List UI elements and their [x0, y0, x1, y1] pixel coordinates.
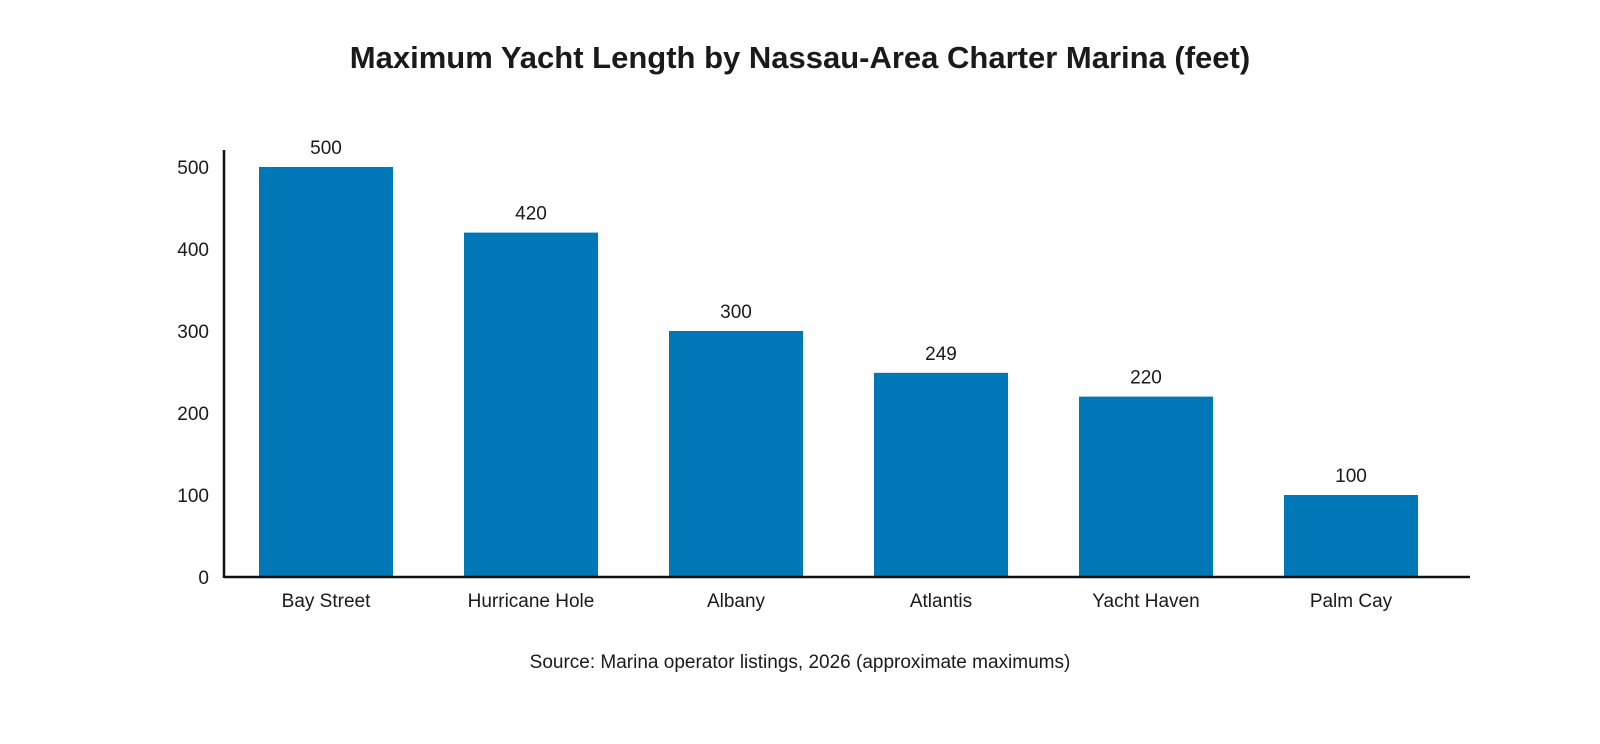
- bar-value-label: 500: [310, 138, 342, 159]
- bar: [464, 232, 598, 577]
- chart-title: Maximum Yacht Length by Nassau-Area Char…: [349, 40, 1251, 75]
- bar: [1284, 495, 1418, 577]
- y-tick-label: 0: [198, 568, 209, 589]
- y-tick-label: 500: [177, 158, 209, 179]
- bars: [259, 167, 1418, 577]
- bar: [669, 331, 803, 577]
- bar-value-label: 100: [1335, 466, 1367, 487]
- category-label: Yacht Haven: [1092, 591, 1199, 612]
- bar-value-label: 420: [515, 204, 547, 225]
- bar-value-label: 249: [925, 344, 957, 365]
- y-tick-label: 100: [177, 486, 209, 507]
- bar: [259, 167, 393, 577]
- y-tick-label: 200: [177, 404, 209, 425]
- bar: [874, 372, 1008, 577]
- bar-value-label: 220: [1130, 368, 1162, 389]
- bar-value-label: 300: [720, 302, 752, 323]
- category-label: Atlantis: [910, 591, 972, 612]
- bar: [1079, 396, 1213, 577]
- category-label: Bay Street: [282, 591, 371, 612]
- category-label: Albany: [707, 591, 766, 612]
- chart-source-note: Source: Marina operator listings, 2026 (…: [529, 652, 1071, 673]
- y-axis-ticks: 0 100 200 300 400 500: [177, 158, 209, 589]
- y-tick-label: 300: [177, 322, 209, 343]
- category-labels: Bay Street Hurricane Hole Albany Atlantis Ya…: [282, 591, 1393, 612]
- category-label: Hurricane Hole: [468, 591, 595, 612]
- value-labels: 500 420 300 249 220 100: [310, 138, 1367, 487]
- y-tick-label: 400: [177, 240, 209, 261]
- category-label: Palm Cay: [1310, 591, 1393, 612]
